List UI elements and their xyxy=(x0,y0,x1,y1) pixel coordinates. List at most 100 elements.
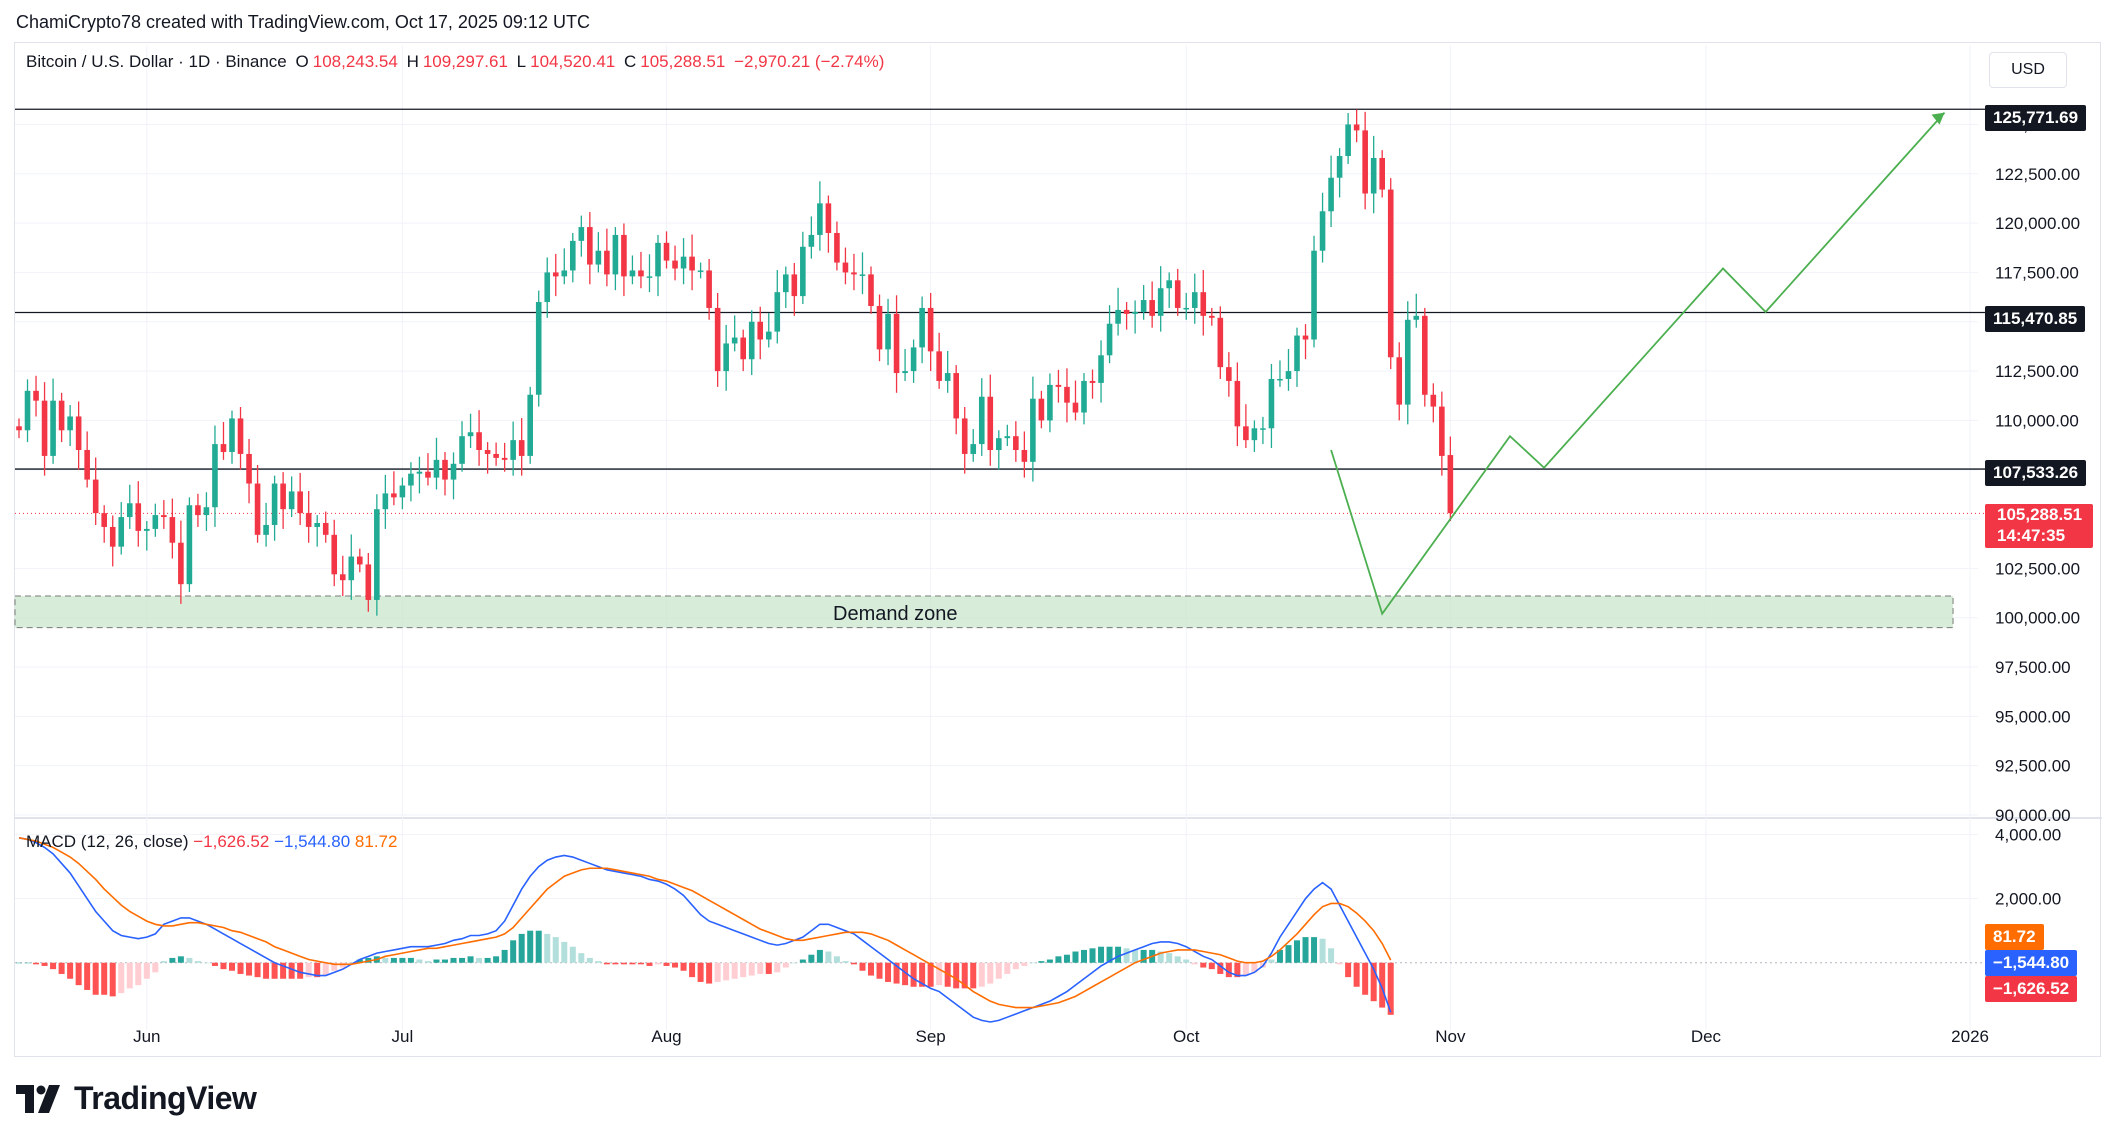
candle-body xyxy=(297,491,303,514)
macd-histogram-bar xyxy=(748,962,755,976)
macd-histogram-bar xyxy=(1294,940,1300,963)
candle-body xyxy=(1251,428,1258,441)
macd-histogram-bar xyxy=(1268,959,1275,963)
candle-body xyxy=(237,418,244,454)
macd-histogram-bar xyxy=(1174,956,1181,963)
macd-histogram-bar xyxy=(126,962,133,989)
macd-histogram-bar xyxy=(399,957,406,963)
macd-histogram-bar xyxy=(1276,949,1283,963)
bar-countdown: 14:47:35 xyxy=(1997,526,2066,545)
candle-body xyxy=(135,503,142,531)
change-value: −2,970.21 (−2.74%) xyxy=(734,52,885,71)
candle-body xyxy=(476,432,482,450)
macd-histogram-bar xyxy=(808,954,815,963)
macd-histogram-bar xyxy=(689,962,696,978)
macd-histogram-bar xyxy=(314,962,321,978)
x-tick-label: Oct xyxy=(1173,1027,1200,1046)
macd-histogram-bar xyxy=(527,930,534,963)
candle-body xyxy=(1140,300,1147,312)
macd-histogram-bar xyxy=(902,962,909,986)
candle-body xyxy=(1038,398,1045,421)
candle-body xyxy=(357,556,363,565)
macd-histogram-bar xyxy=(1055,956,1062,963)
macd-histogram-bar xyxy=(211,962,218,966)
macd-histogram-bar xyxy=(842,961,849,963)
tradingview-logo[interactable]: TradingView xyxy=(16,1080,257,1117)
macd-histogram-bar xyxy=(177,956,184,963)
candle-body xyxy=(1217,317,1224,368)
candle-body xyxy=(604,250,610,275)
tradingview-logo-text: TradingView xyxy=(74,1080,257,1116)
macd-histogram-bar xyxy=(1302,937,1309,963)
candle-body xyxy=(996,438,1002,450)
macd-histogram-bar xyxy=(1004,962,1011,974)
macd-histogram-bar xyxy=(1285,945,1292,963)
macd-histogram-bar xyxy=(1336,962,1343,965)
macd-histogram-bar xyxy=(101,962,108,995)
candle-body xyxy=(706,270,712,308)
ohlc-legend: Bitcoin / U.S. Dollar · 1D · Binance O 10… xyxy=(26,52,888,72)
candle-body xyxy=(552,272,559,277)
y-tick-label: 97,500.00 xyxy=(1995,658,2071,677)
candle-body xyxy=(84,450,90,480)
macd-histogram-bar xyxy=(493,956,500,963)
current-price-tag: 105,288.51 14:47:35 xyxy=(1985,504,2093,548)
macd-histogram-bar xyxy=(569,946,576,963)
macd-title: MACD (12, 26, close) xyxy=(26,832,189,851)
candle-body xyxy=(655,242,661,277)
currency-selector[interactable]: USD xyxy=(1989,52,2067,88)
candle-body xyxy=(765,331,772,340)
macd-histogram-bar xyxy=(876,962,883,979)
macd-histogram-bar xyxy=(1072,951,1079,963)
y-tick-label: 117,500.00 xyxy=(1995,263,2079,282)
candle-body xyxy=(961,418,968,454)
candle-body xyxy=(442,459,448,480)
candle-body xyxy=(220,444,227,452)
macd-histogram-bar xyxy=(1012,962,1019,970)
macd-histogram-bar xyxy=(407,957,414,963)
macd-histogram-bar xyxy=(919,962,926,987)
macd-histogram-bar xyxy=(424,961,431,963)
candle-body xyxy=(1098,355,1104,383)
price-tag-top-level: 125,771.69 xyxy=(1985,105,2087,131)
candle-body xyxy=(126,503,133,518)
candle-body xyxy=(484,450,491,454)
candle-body xyxy=(578,227,585,241)
low-value: 104,520.41 xyxy=(530,52,616,71)
macd-histogram-bar xyxy=(868,962,874,976)
candle-body xyxy=(1030,398,1036,462)
macd-hist-value: −1,626.52 xyxy=(193,832,270,851)
macd-histogram-bar xyxy=(1379,962,1386,1008)
candle-body xyxy=(1106,323,1113,356)
candle-body xyxy=(834,232,840,263)
macd-histogram-bar xyxy=(297,962,304,979)
candle-body xyxy=(322,523,329,535)
macd-histogram-bar xyxy=(109,962,116,997)
macd-histogram-bar xyxy=(237,962,244,974)
candle-body xyxy=(271,483,278,525)
macd-histogram-bar xyxy=(936,962,943,986)
candle-body xyxy=(1328,177,1334,212)
macd-histogram-bar xyxy=(1319,938,1326,963)
candle-body xyxy=(1396,357,1403,405)
candle-body xyxy=(144,528,150,531)
y-tick-label: 100,000.00 xyxy=(1995,609,2080,628)
candle-body xyxy=(1260,428,1266,430)
macd-histogram-bar xyxy=(629,962,636,965)
macd-histogram-bar xyxy=(987,962,994,984)
candle-body xyxy=(348,556,355,581)
macd-histogram-bar xyxy=(544,933,551,963)
price-tag-mid-level: 115,470.85 xyxy=(1985,306,2086,332)
candle-body xyxy=(1430,394,1437,407)
macd-histogram-bar xyxy=(135,962,142,986)
candle-body xyxy=(1200,292,1207,316)
candle-body xyxy=(58,400,65,431)
macd-histogram-bar xyxy=(203,962,210,964)
macd-histogram-bar xyxy=(672,962,679,968)
candle-body xyxy=(1115,309,1121,324)
macd-histogram-bar xyxy=(33,962,40,965)
candle-body xyxy=(902,371,908,374)
candle-body xyxy=(672,260,678,269)
macd-histogram-bar xyxy=(978,962,985,987)
